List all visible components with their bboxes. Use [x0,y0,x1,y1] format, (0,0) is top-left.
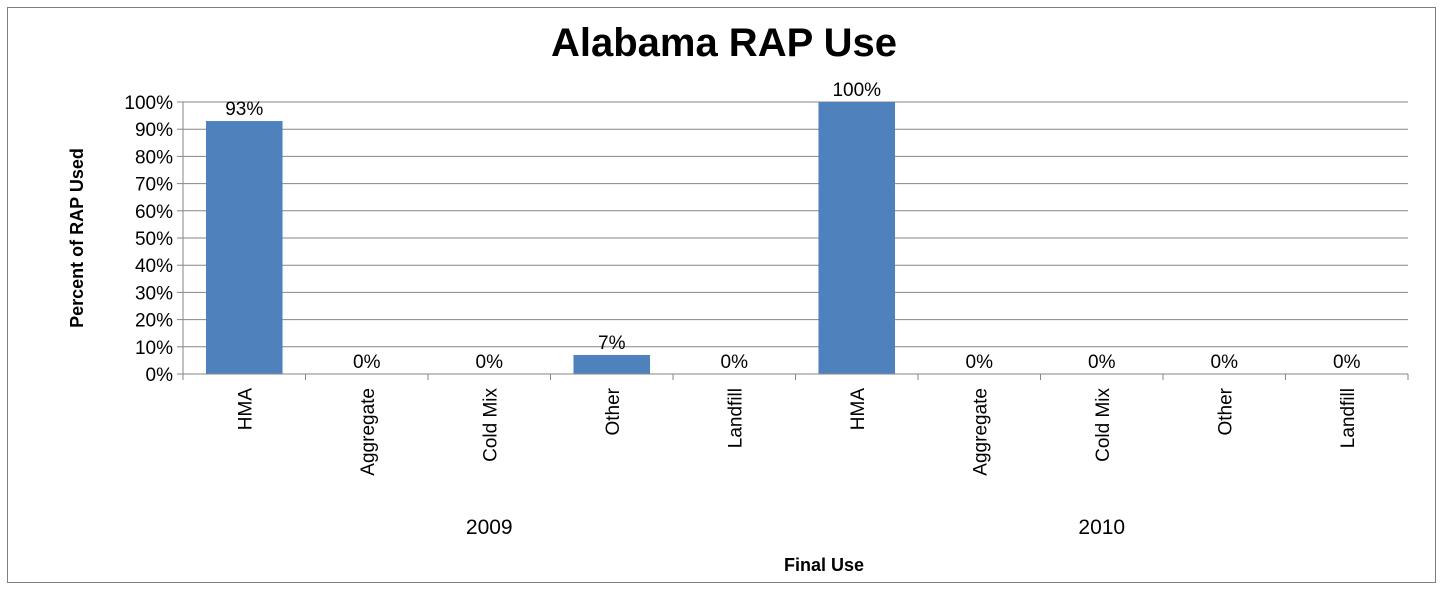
y-tick-label: 80% [135,147,173,168]
y-axis-title: Percent of RAP Used [67,148,87,328]
axes [182,102,1409,380]
category-label: Other [603,387,624,435]
y-tick-label: 90% [135,120,173,141]
data-label: 0% [476,352,504,373]
bars [205,102,896,374]
group-label: 2009 [466,516,513,539]
y-tick-label: 10% [135,338,173,359]
data-label: 93% [225,99,263,120]
y-tick-label: 100% [124,93,173,114]
category-label: HMA [848,388,869,431]
category-label: Landfill [725,388,746,448]
y-tick-label: 50% [135,229,173,250]
data-label: 0% [721,352,749,373]
chart-title: Alabama RAP Use [551,21,897,65]
data-label: 0% [966,352,994,373]
y-tick-label: 60% [135,202,173,223]
category-label: Cold Mix [1093,388,1114,462]
x-axis-title: Final Use [784,555,864,575]
y-tick-label: 40% [135,256,173,277]
category-label: Aggregate [358,388,379,476]
y-tick-label: 0% [146,365,174,386]
category-label: Aggregate [970,388,991,476]
y-tick-label: 70% [135,175,173,196]
bar [205,121,283,374]
data-label: 0% [1211,352,1239,373]
category-labels: HMA Aggregate Cold Mix Other Landfill HMA Aggr… [235,387,1359,475]
data-label: 7% [598,333,626,354]
category-label: HMA [235,388,256,431]
y-tick-label: 20% [135,311,173,332]
data-label: 100% [832,80,881,101]
y-tick-label: 30% [135,283,173,304]
category-label: Other [1215,387,1236,435]
bar [818,102,896,374]
category-label: Landfill [1338,388,1359,448]
group-labels: 2009 2010 [466,516,1125,539]
data-label: 0% [1088,352,1116,373]
category-label: Cold Mix [480,388,501,462]
bar [573,354,651,374]
y-axis-ticks: 0% 10% 20% 30% 40% 50% 60% 70% 80% 90% 100% [124,93,173,386]
data-labels: 93% 0% 0% 7% 0% 100% 0% 0% 0% 0% [225,80,1360,373]
gridlines [177,101,1408,375]
group-label: 2010 [1078,516,1125,539]
data-label: 0% [353,352,381,373]
data-label: 0% [1333,352,1361,373]
